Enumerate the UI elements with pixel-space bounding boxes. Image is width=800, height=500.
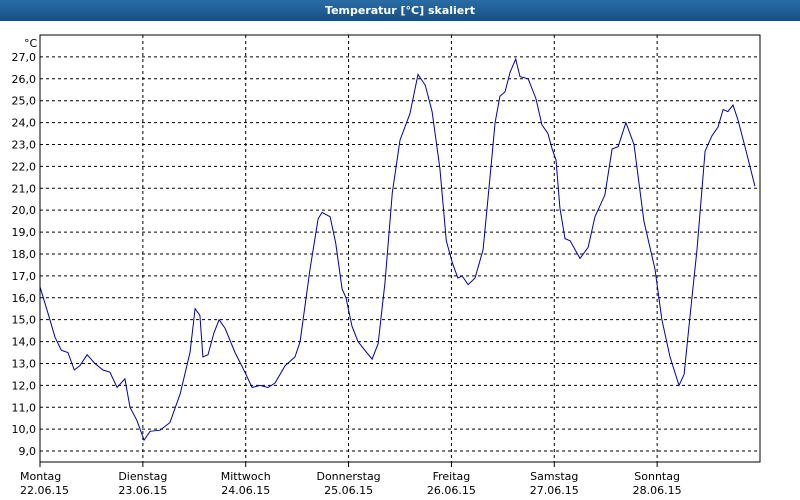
y-tick-label: 12,0	[12, 379, 37, 392]
x-tick-label: Sonntag	[634, 470, 680, 483]
x-tick-sublabel: 26.06.15	[427, 484, 476, 497]
x-tick-sublabel: 22.06.15	[20, 484, 69, 497]
y-tick-label: 9,0	[19, 445, 37, 458]
x-tick-label: Mittwoch	[221, 470, 271, 483]
y-tick-label: 15,0	[12, 314, 37, 327]
x-tick-label: Dienstag	[118, 470, 167, 483]
y-tick-label: 18,0	[12, 248, 37, 261]
y-tick-label: 20,0	[12, 204, 37, 217]
temperature-line	[39, 57, 756, 442]
y-tick-label: 25,0	[12, 95, 37, 108]
chart: 9,0 10,0 11,0 12,0 13,0 14,0 15,0 16,0 17,0 18,0 1…	[12, 34, 761, 497]
y-tick-label: 19,0	[12, 226, 37, 239]
x-tick-sublabel: 23.06.15	[118, 484, 167, 497]
y-tick-label: 11,0	[12, 401, 37, 414]
y-tick-label: 26,0	[12, 73, 37, 86]
y-tick-label: 16,0	[12, 292, 37, 305]
y-tick-label: 24,0	[12, 117, 37, 130]
plot-frame	[39, 34, 761, 463]
title-bar: Temperatur [°C] skaliert	[0, 0, 800, 21]
y-tick-label: 21,0	[12, 182, 37, 195]
y-tick-label: 14,0	[12, 336, 37, 349]
y-tick-label: 10,0	[12, 423, 37, 436]
x-tick-label: Donnerstag	[316, 470, 380, 483]
y-tick-label: 17,0	[12, 270, 37, 283]
y-tick-label: 13,0	[12, 357, 37, 370]
y-tick-label: 27,0	[12, 51, 37, 64]
x-tick-label: Montag	[20, 470, 61, 483]
plot-area	[40, 35, 760, 462]
x-tick-sublabel: 27.06.15	[530, 484, 579, 497]
y-tick-label: 22,0	[12, 160, 37, 173]
x-tick-label: Freitag	[433, 470, 471, 483]
x-tick-sublabel: 24.06.15	[221, 484, 270, 497]
y-unit: °C	[24, 37, 38, 50]
y-tick-label: 23,0	[12, 138, 37, 151]
x-tick-label: Samstag	[530, 470, 578, 483]
x-tick-sublabel: 28.06.15	[633, 484, 682, 497]
x-tick-sublabel: 25.06.15	[324, 484, 373, 497]
